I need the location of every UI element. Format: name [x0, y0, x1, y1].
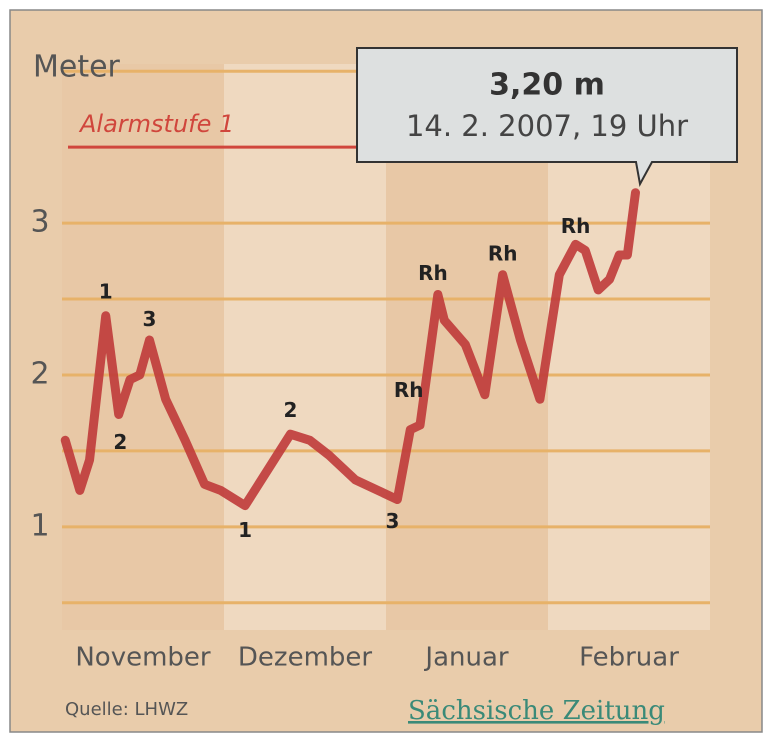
annotation: 2: [283, 398, 297, 422]
plot: November Dezember Januar Februar 1 2 3 Alarmstu…: [30, 110, 679, 672]
y-tick-label: 3: [30, 205, 49, 240]
annotation: Rh: [488, 241, 518, 265]
annotation: 3: [386, 509, 400, 533]
callout-box: [356, 47, 738, 187]
x-tick-label: November: [75, 643, 211, 673]
annotation: Rh: [394, 378, 424, 402]
annotation: Rh: [418, 261, 448, 285]
annotation: 3: [143, 307, 157, 331]
x-tick-label: Januar: [423, 643, 508, 673]
callout: 3,20 m 14. 2. 2007, 19 Uhr: [356, 47, 738, 187]
callout-date: 14. 2. 2007, 19 Uhr: [406, 109, 688, 143]
x-tick-label: Februar: [579, 643, 679, 673]
series-line: [60, 188, 640, 511]
alarm-label: Alarmstufe 1: [78, 110, 234, 138]
y-axis-label: Meter: [33, 50, 121, 85]
annotation: 1: [238, 518, 252, 542]
annotation: 2: [113, 430, 127, 454]
annotation: Rh: [561, 214, 591, 238]
y-tick-label: 2: [30, 356, 49, 391]
callout-value: 3,20 m: [489, 68, 605, 103]
publisher: Sächsische Zeitung: [408, 696, 665, 726]
y-tick-label: 1: [30, 508, 49, 543]
annotation: 1: [99, 279, 113, 303]
source: Quelle: LHWZ: [65, 699, 188, 720]
x-tick-label: Dezember: [238, 643, 372, 673]
